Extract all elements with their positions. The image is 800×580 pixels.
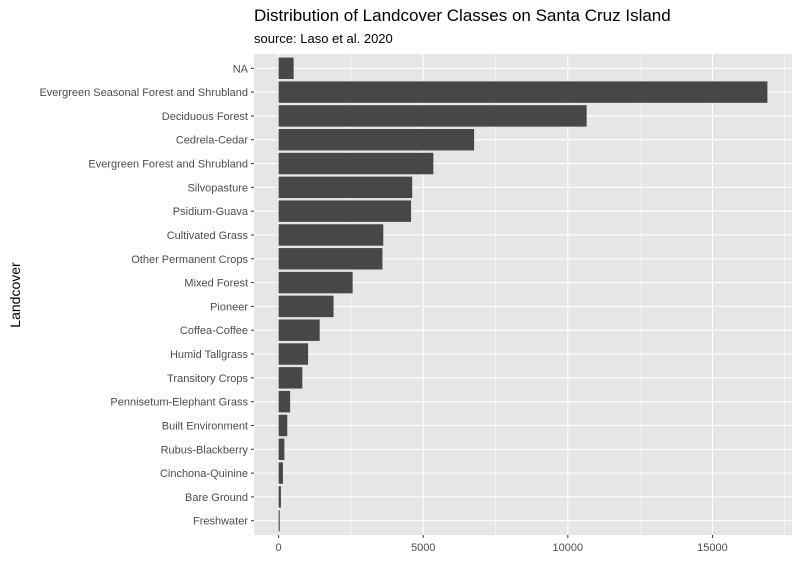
bar-mixed-forest [278, 271, 353, 294]
y-tick-label: Transitory Crops [167, 373, 248, 385]
y-tick-label: Silvopasture [187, 182, 248, 194]
bar-psidium-guava [278, 200, 412, 222]
bar-humid-tallgrass [278, 343, 309, 365]
bar-silvopasture [278, 176, 413, 199]
bars [278, 57, 768, 532]
y-tick-label: Humid Tallgrass [170, 349, 249, 361]
bar-freshwater [278, 509, 280, 532]
bar-coffea-coffee [278, 319, 320, 341]
bar-other-permanent-crops [278, 248, 383, 270]
y-tick-label: Psidium-Guava [173, 206, 249, 218]
x-tick-label: 15000 [697, 542, 728, 554]
y-axis-title: Landcover [7, 262, 23, 328]
bar-cinchona-quinine [278, 462, 283, 484]
y-tick-label: Evergreen Seasonal Forest and Shrubland [39, 87, 248, 99]
bar-evergreen-seasonal-forest-and-shrubland [278, 81, 768, 103]
y-axis: NA Evergreen Seasonal Forest and Shrublan… [39, 63, 254, 528]
y-tick-label: Freshwater [193, 516, 248, 528]
bar-bare-ground [278, 486, 281, 508]
y-tick-label: Other Permanent Crops [131, 254, 248, 266]
y-tick-label: NA [233, 63, 249, 75]
y-tick-label: Cinchona-Quinine [160, 468, 248, 480]
y-tick-label: Pennisetum-Elephant Grass [110, 397, 248, 409]
chart-subtitle: source: Laso et al. 2020 [254, 31, 393, 46]
y-tick-label: Deciduous Forest [162, 111, 248, 123]
bar-rubus-blackberry [278, 438, 285, 460]
y-tick-label: Rubus-Blackberry [161, 444, 249, 456]
y-tick-label: Cedrela-Cedar [176, 135, 248, 147]
bar-built-environment [278, 414, 288, 437]
y-tick-label: Coffea-Coffee [180, 325, 248, 337]
y-tick-label: Cultivated Grass [167, 230, 249, 242]
bar-pennisetum-elephant-grass [278, 390, 291, 413]
y-tick-label: Evergreen Forest and Shrubland [88, 159, 248, 171]
x-tick-label: 5000 [411, 542, 435, 554]
y-tick-label: Bare Ground [185, 492, 248, 504]
x-axis: 0 5000 10000 15000 [276, 535, 728, 554]
bar-pioneer [278, 295, 334, 318]
chart-title: Distribution of Landcover Classes on San… [254, 6, 671, 25]
y-tick-label: Pioneer [210, 301, 248, 313]
x-tick-label: 10000 [553, 542, 584, 554]
bar-na [278, 57, 294, 80]
bar-evergreen-forest-and-shrubland [278, 152, 434, 175]
y-tick-label: Built Environment [162, 420, 248, 432]
bar-deciduous-forest [278, 105, 587, 127]
y-tick-label: Mixed Forest [184, 278, 248, 290]
bar-cedrela-cedar [278, 129, 475, 151]
bar-cultivated-grass [278, 224, 384, 246]
bar-transitory-crops [278, 367, 303, 389]
x-tick-label: 0 [276, 542, 282, 554]
